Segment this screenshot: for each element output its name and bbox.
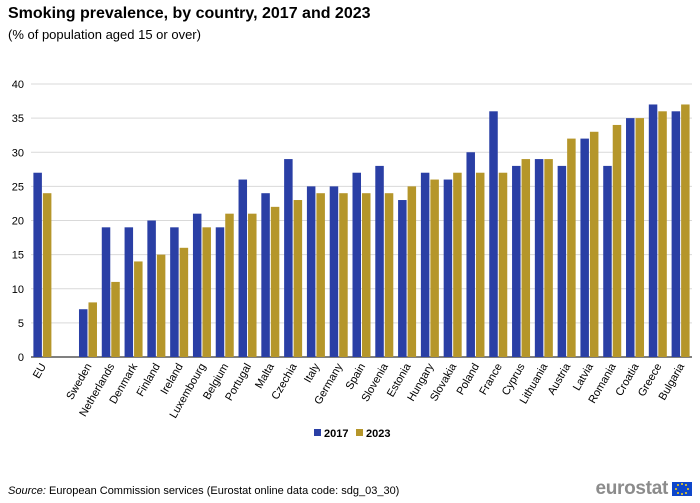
- bar-2023-eu: [42, 193, 52, 357]
- y-axis-ticks: 0 5 10 15 20 25 30 35 40: [12, 79, 24, 364]
- bar-2023-italy: [316, 193, 325, 357]
- bar-2017-portugal: [238, 179, 248, 357]
- bar-2017-eu: [33, 172, 42, 357]
- bar-2017-france: [489, 111, 498, 357]
- bar-2017-finland: [147, 220, 156, 357]
- bar-2017-czechia: [284, 159, 293, 357]
- bar-2023-germany: [339, 193, 348, 357]
- bar-2023-czechia: [293, 200, 303, 357]
- bar-2023-romania: [612, 124, 622, 357]
- bar-2023-cyprus: [521, 159, 531, 357]
- bar-2017-poland: [466, 152, 475, 357]
- bar-2017-austria: [557, 165, 567, 357]
- y-tick-label: 30: [12, 147, 24, 159]
- bar-2017-estonia: [398, 200, 407, 357]
- x-tick-label: Spain: [344, 362, 368, 392]
- y-tick-label: 15: [12, 250, 24, 262]
- bar-2023-netherlands: [111, 281, 120, 357]
- chart-subtitle: (% of population aged 15 or over): [8, 27, 201, 42]
- bar-2017-cyprus: [512, 165, 521, 357]
- bar-2023-slovakia: [453, 172, 462, 357]
- bar-2017-slovenia: [375, 165, 384, 357]
- y-tick-label: 0: [18, 352, 24, 364]
- chart-title: Smoking prevalence, by country, 2017 and…: [8, 5, 371, 22]
- bar-2023-ireland: [179, 247, 189, 357]
- bar-2023-latvia: [589, 131, 599, 357]
- bar-2023-bulgaria: [681, 104, 690, 357]
- bar-2023-estonia: [407, 186, 417, 357]
- bar-2017-denmark: [124, 227, 134, 357]
- bar-2017-slovakia: [443, 179, 453, 357]
- bar-2023-portugal: [248, 213, 257, 357]
- x-tick-label: Malta: [253, 361, 277, 391]
- bar-2017-sweden: [78, 309, 88, 357]
- bar-2023-hungary: [430, 179, 439, 357]
- bar-2017-italy: [306, 186, 316, 357]
- legend-swatch-2023: [356, 429, 363, 436]
- legend-label-2023: 2023: [366, 428, 390, 440]
- eu-flag-icon: [672, 482, 692, 496]
- eurostat-logo: eurostat: [595, 478, 692, 500]
- y-tick-label: 5: [18, 318, 24, 330]
- bar-2017-romania: [603, 165, 612, 357]
- source-note: Source: European Commission services (Eu…: [8, 485, 399, 497]
- logo-text: eurostat: [595, 478, 668, 499]
- bar-2017-malta: [261, 193, 270, 357]
- bar-2017-belgium: [215, 227, 225, 357]
- bar-2023-belgium: [225, 213, 234, 357]
- y-tick-label: 40: [12, 79, 24, 91]
- bar-2023-lithuania: [544, 159, 553, 357]
- bar-2017-ireland: [170, 227, 179, 357]
- legend: 2017 2023: [314, 428, 390, 440]
- x-tick-label: Italy: [302, 361, 323, 385]
- legend-label-2017: 2017: [324, 428, 348, 440]
- bar-2023-slovenia: [384, 193, 394, 357]
- y-tick-label: 25: [12, 181, 24, 193]
- bar-2017-latvia: [580, 138, 589, 357]
- bar-2023-france: [498, 172, 508, 357]
- y-tick-label: 10: [12, 284, 24, 296]
- bar-2017-bulgaria: [671, 111, 681, 357]
- bar-2023-austria: [567, 138, 576, 357]
- bars: [33, 104, 690, 357]
- y-tick-label: 35: [12, 113, 24, 125]
- source-text: European Commission services (Eurostat o…: [48, 485, 400, 497]
- bar-2023-finland: [156, 254, 166, 357]
- bar-2017-spain: [352, 172, 361, 357]
- bar-2017-croatia: [626, 118, 635, 357]
- x-axis-labels: EU SwedenNetherlandsDenmarkFinlandIreland…: [31, 361, 688, 421]
- bar-2023-spain: [362, 193, 371, 357]
- bar-2017-netherlands: [101, 227, 111, 357]
- x-tick-label: EU: [31, 361, 49, 380]
- y-tick-label: 20: [12, 216, 24, 228]
- legend-swatch-2017: [314, 429, 321, 436]
- bar-2017-germany: [329, 186, 339, 357]
- bar-2023-denmark: [134, 261, 143, 357]
- bar-2023-poland: [475, 172, 485, 357]
- x-tick-label: Austria: [546, 361, 574, 397]
- bar-2017-lithuania: [534, 159, 544, 357]
- bar-2017-luxembourg: [192, 213, 202, 357]
- bar-2017-hungary: [420, 172, 430, 357]
- bar-2023-sweden: [88, 302, 97, 357]
- source-label: Source:: [8, 485, 46, 497]
- bar-2023-croatia: [635, 118, 645, 357]
- bar-2023-greece: [658, 111, 667, 357]
- bar-chart: 0 5 10 15 20 25 30 35 40 EU SwedenNetherlandsDenm…: [12, 79, 692, 440]
- bar-2023-luxembourg: [202, 227, 211, 357]
- bar-2017-greece: [648, 104, 658, 357]
- bar-2023-malta: [270, 206, 280, 357]
